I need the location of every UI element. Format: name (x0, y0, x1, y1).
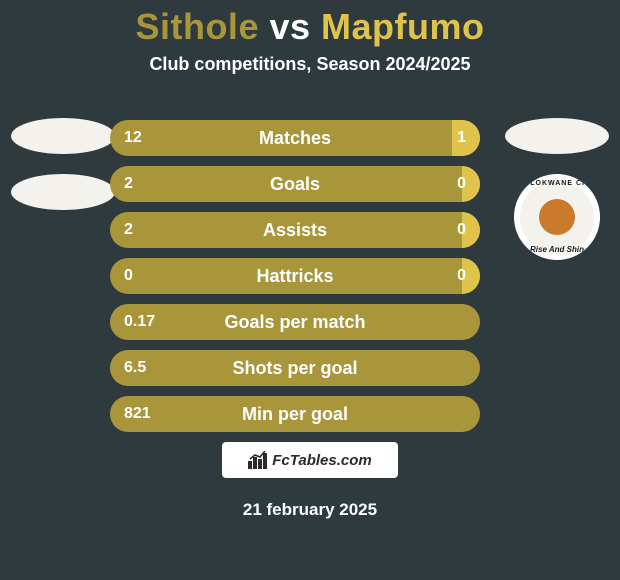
page-title: Sithole vs Mapfumo (0, 0, 620, 48)
stat-row: 6.5Shots per goal (110, 350, 510, 386)
stat-row: 20Assists (110, 212, 510, 248)
player1-avatar (11, 118, 115, 154)
stat-row: 121Matches (110, 120, 510, 156)
stat-label: Hattricks (110, 258, 480, 294)
comparison-canvas: Sithole vs Mapfumo Club competitions, Se… (0, 0, 620, 580)
badge-text-top: POLOKWANE CITY (514, 180, 600, 187)
title-vs: vs (269, 6, 310, 47)
stat-label: Min per goal (110, 396, 480, 432)
stat-row: 00Hattricks (110, 258, 510, 294)
stat-row: 821Min per goal (110, 396, 510, 432)
left-avatars (8, 118, 118, 230)
stat-label: Assists (110, 212, 480, 248)
title-player2: Mapfumo (321, 6, 484, 47)
brand-text: FcTables.com (272, 452, 371, 469)
stat-label: Goals (110, 166, 480, 202)
stat-row: 0.17Goals per match (110, 304, 510, 340)
badge-inner (539, 199, 575, 235)
player1-club-avatar (11, 174, 115, 210)
stat-label: Shots per goal (110, 350, 480, 386)
stat-row: 20Goals (110, 166, 510, 202)
title-player1: Sithole (135, 6, 259, 47)
right-avatars: POLOKWANE CITY Rise And Shin (502, 118, 612, 260)
stat-label: Goals per match (110, 304, 480, 340)
badge-text-bottom: Rise And Shin (514, 245, 600, 254)
brand-box[interactable]: FcTables.com (222, 442, 398, 478)
stat-label: Matches (110, 120, 480, 156)
brand-chart-icon (248, 451, 268, 469)
stat-rows: 121Matches 20Goals 20Assists 00Hattricks 0.1… (110, 120, 510, 442)
player2-club-badge: POLOKWANE CITY Rise And Shin (514, 174, 600, 260)
player2-avatar (505, 118, 609, 154)
subtitle: Club competitions, Season 2024/2025 (0, 54, 620, 75)
footer-date: 21 february 2025 (0, 500, 620, 520)
